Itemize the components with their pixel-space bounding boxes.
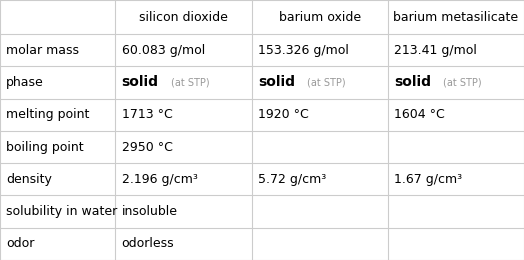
Text: solubility in water: solubility in water [6, 205, 117, 218]
Text: 1.67 g/cm³: 1.67 g/cm³ [394, 173, 462, 186]
Text: 153.326 g/mol: 153.326 g/mol [258, 44, 348, 57]
Text: (at STP): (at STP) [443, 77, 482, 87]
Text: 2950 °C: 2950 °C [122, 140, 172, 153]
Text: barium metasilicate: barium metasilicate [394, 10, 518, 23]
Text: barium oxide: barium oxide [279, 10, 361, 23]
Text: melting point: melting point [6, 108, 90, 121]
Text: 1604 °C: 1604 °C [394, 108, 445, 121]
Text: solid: solid [122, 75, 159, 89]
Text: density: density [6, 173, 52, 186]
Text: 5.72 g/cm³: 5.72 g/cm³ [258, 173, 326, 186]
Text: phase: phase [6, 76, 44, 89]
Text: (at STP): (at STP) [171, 77, 209, 87]
Text: 1713 °C: 1713 °C [122, 108, 172, 121]
Text: 2.196 g/cm³: 2.196 g/cm³ [122, 173, 198, 186]
Text: odorless: odorless [122, 237, 174, 250]
Text: 213.41 g/mol: 213.41 g/mol [394, 44, 477, 57]
Text: silicon dioxide: silicon dioxide [139, 10, 228, 23]
Text: 60.083 g/mol: 60.083 g/mol [122, 44, 205, 57]
Text: solid: solid [394, 75, 431, 89]
Text: insoluble: insoluble [122, 205, 178, 218]
Text: molar mass: molar mass [6, 44, 79, 57]
Text: solid: solid [258, 75, 295, 89]
Text: odor: odor [6, 237, 35, 250]
Text: boiling point: boiling point [6, 140, 84, 153]
Text: (at STP): (at STP) [307, 77, 345, 87]
Text: 1920 °C: 1920 °C [258, 108, 309, 121]
